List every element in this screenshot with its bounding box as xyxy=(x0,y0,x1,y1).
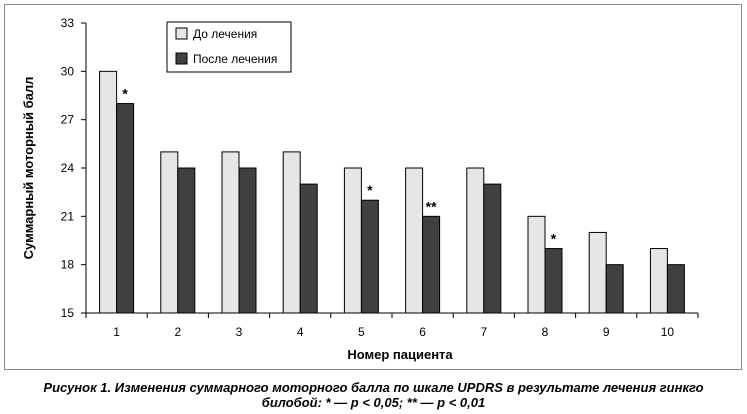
bar-after-6 xyxy=(422,215,441,314)
bar-after-5 xyxy=(360,199,379,314)
y-axis-title: Суммарный моторный балл xyxy=(21,77,36,260)
bar-after-7 xyxy=(483,183,502,314)
x-tick-label: 9 xyxy=(603,325,610,339)
bar-after-8 xyxy=(544,248,563,314)
x-tick-label: 10 xyxy=(661,325,675,339)
significance-mark: * xyxy=(122,86,128,102)
y-tick-label: 27 xyxy=(61,113,75,127)
legend-label-after: После лечения xyxy=(193,52,277,66)
y-tick-label: 18 xyxy=(61,258,75,272)
y-tick-label: 24 xyxy=(61,161,75,175)
figure-caption-line-1: Рисунок 1. Изменения суммарного моторног… xyxy=(43,380,704,395)
x-tick-label: 3 xyxy=(236,325,243,339)
x-tick-label: 8 xyxy=(542,325,549,339)
figure-caption-line-2: билобой: * — p < 0,05; ** — p < 0,01 xyxy=(261,395,486,410)
bar-after-9 xyxy=(605,264,624,314)
x-tick-label: 4 xyxy=(297,325,304,339)
bar-before-3 xyxy=(221,151,240,314)
significance-mark: * xyxy=(551,231,557,247)
x-tick-label: 6 xyxy=(419,325,426,339)
significance-mark: ** xyxy=(426,198,437,214)
legend-box xyxy=(166,21,292,73)
y-tick-label: 21 xyxy=(61,209,75,223)
x-tick-label: 2 xyxy=(174,325,181,339)
legend-swatch-before xyxy=(175,27,188,40)
bar-before-2 xyxy=(160,151,179,314)
y-tick-label: 15 xyxy=(61,306,75,320)
x-tick-label: 1 xyxy=(113,325,120,339)
x-tick-label: 5 xyxy=(358,325,365,339)
bar-after-4 xyxy=(299,183,318,314)
y-tick-label: 33 xyxy=(61,16,75,30)
bar-before-6 xyxy=(405,167,424,314)
legend-swatch-after xyxy=(175,52,188,65)
bar-before-7 xyxy=(466,167,485,314)
legend-label-before: До лечения xyxy=(193,27,257,41)
bar-chart: 15 18 21 24 27 30 33 1 * 2 3 4 5 * 6 ** 7 8 * 9 10 Суммарный … xyxy=(21,16,699,362)
bar-before-10 xyxy=(649,248,668,314)
bar-before-9 xyxy=(588,231,607,314)
significance-mark: * xyxy=(367,182,373,198)
y-tick-label: 30 xyxy=(61,64,75,78)
bar-after-2 xyxy=(177,167,196,314)
bar-before-1 xyxy=(99,70,118,314)
bar-after-3 xyxy=(238,167,257,314)
bar-before-8 xyxy=(527,215,546,314)
x-axis-title: Номер пациента xyxy=(347,347,453,362)
bar-after-1 xyxy=(116,103,135,314)
x-tick-label: 7 xyxy=(480,325,487,339)
bar-before-4 xyxy=(282,151,301,314)
bar-before-5 xyxy=(343,167,362,314)
bar-after-10 xyxy=(666,264,685,314)
